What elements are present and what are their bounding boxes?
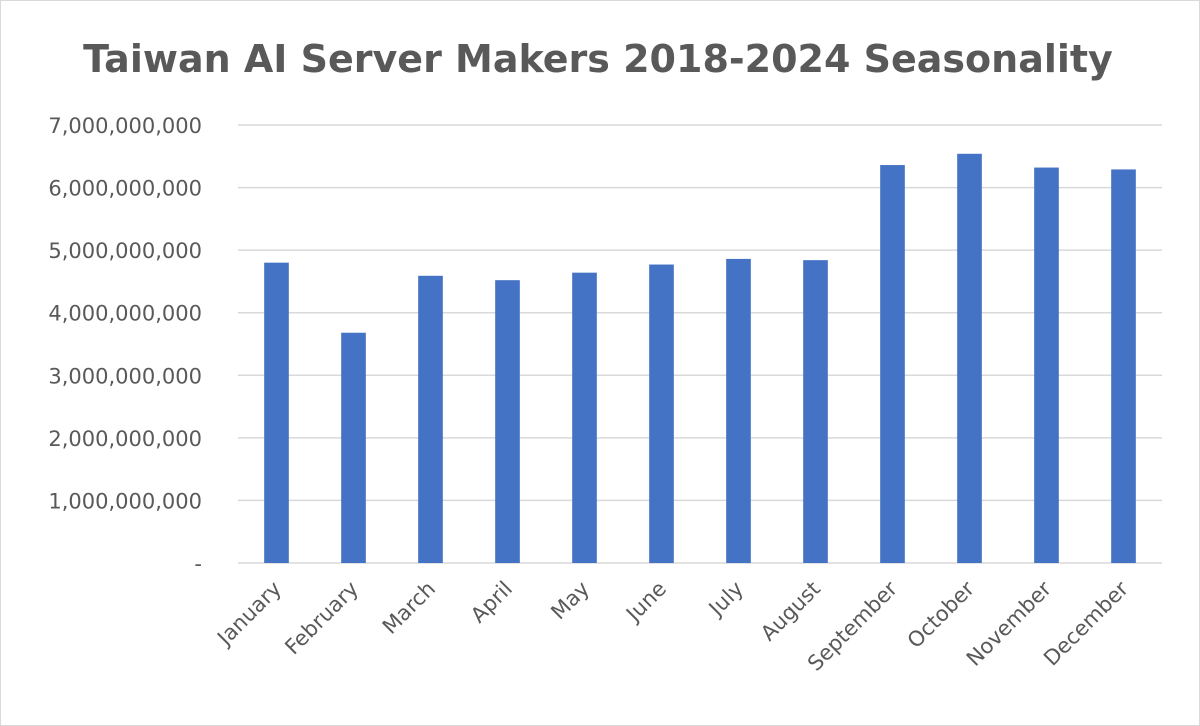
- y-tick-label: -: [194, 552, 202, 576]
- bar-september: [880, 165, 905, 563]
- y-tick-label: 7,000,000,000: [48, 114, 202, 138]
- y-tick-label: 2,000,000,000: [48, 427, 202, 451]
- bar-may: [572, 272, 597, 563]
- gridlines: [238, 124, 1162, 564]
- x-tick-label: March: [378, 577, 440, 639]
- x-tick-label: December: [1039, 576, 1133, 670]
- y-tick-label: 6,000,000,000: [48, 177, 202, 201]
- y-tick-label: 4,000,000,000: [48, 302, 202, 326]
- x-tick-label: July: [703, 577, 748, 622]
- x-tick-label: August: [756, 577, 825, 646]
- x-tick-label: April: [466, 577, 517, 628]
- x-tick-label: June: [620, 577, 671, 628]
- bar-july: [726, 258, 751, 563]
- bar-october: [957, 153, 982, 564]
- y-tick-label: 1,000,000,000: [48, 489, 202, 513]
- x-tick-label: February: [280, 577, 363, 660]
- y-tick-label: 5,000,000,000: [48, 239, 202, 263]
- bars: [264, 153, 1136, 564]
- bar-january: [264, 262, 289, 563]
- y-tick-label: 3,000,000,000: [48, 364, 202, 388]
- bar-june: [649, 264, 674, 563]
- x-tick-label: January: [211, 577, 286, 652]
- chart-title: Taiwan AI Server Makers 2018-2024 Season…: [83, 37, 1113, 81]
- x-tick-label: May: [546, 577, 594, 625]
- bar-march: [418, 275, 443, 563]
- bar-february: [341, 332, 366, 563]
- x-tick-label: October: [903, 576, 980, 653]
- y-axis-tick-labels: - 1,000,000,000 2,000,000,000 3,000,000,000…: [48, 114, 202, 576]
- bar-april: [495, 280, 520, 563]
- bar-november: [1034, 167, 1059, 563]
- bar-december: [1111, 169, 1136, 563]
- bar-august: [803, 260, 828, 563]
